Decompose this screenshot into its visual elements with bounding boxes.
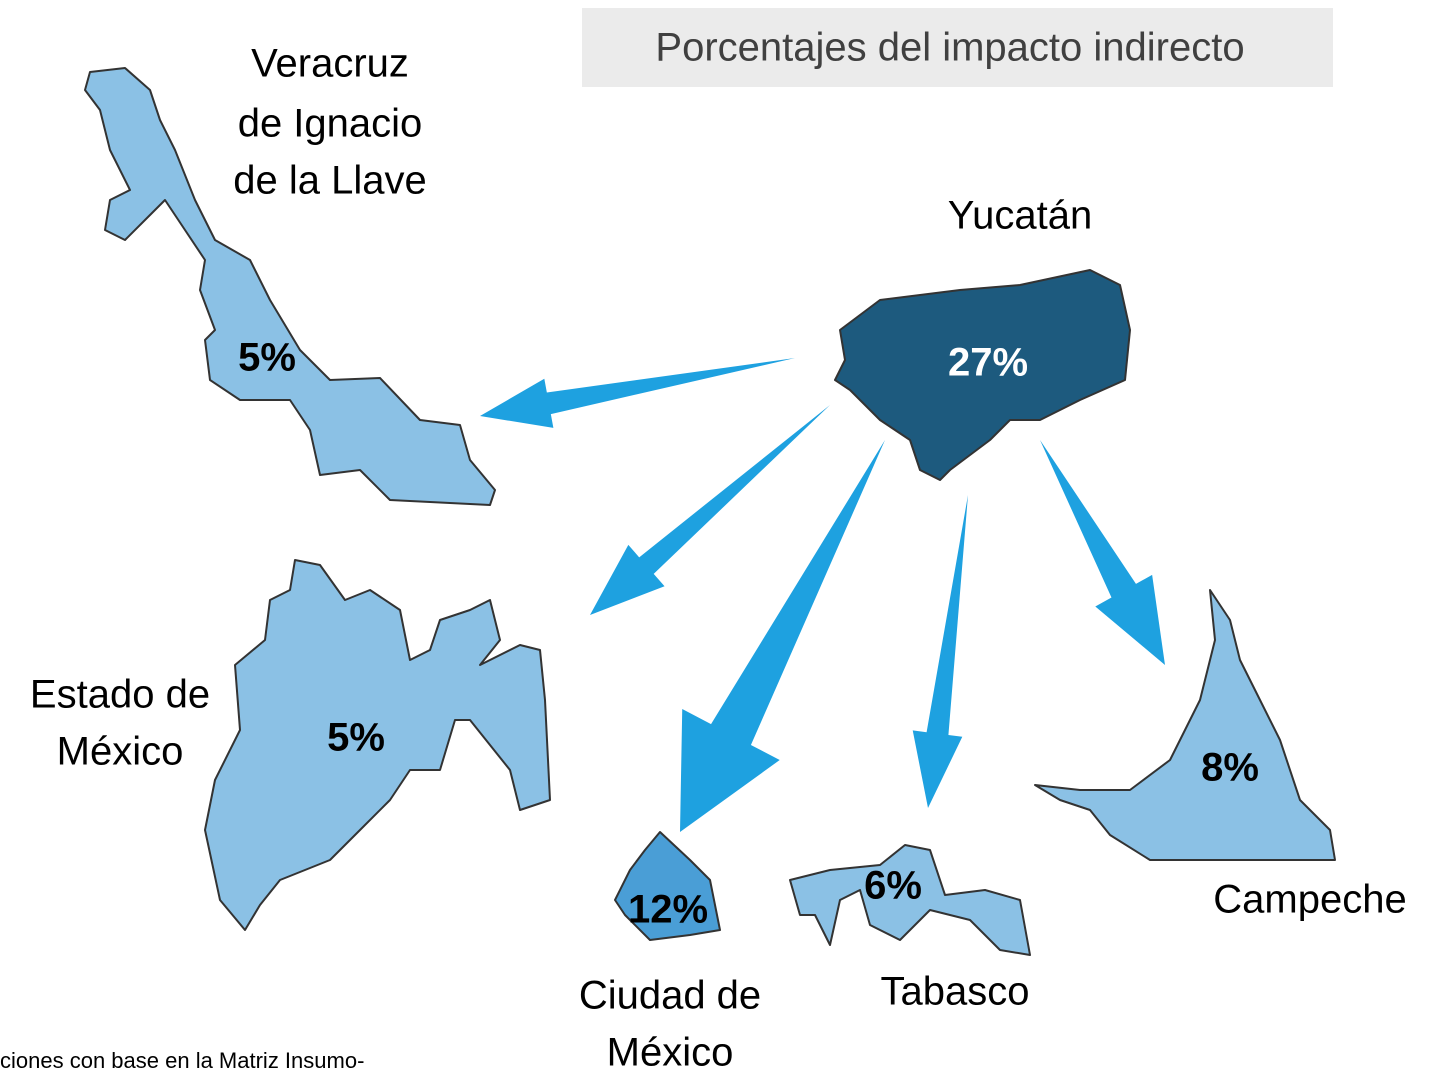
- state-name: Tabasco: [881, 970, 1030, 1014]
- state-name: México: [57, 730, 184, 774]
- state-yucatan: [834, 269, 1131, 481]
- title-box: [582, 8, 1333, 87]
- state-tabasco: [789, 844, 1031, 956]
- state-name: Estado de: [30, 673, 210, 717]
- state-percent: 6%: [864, 864, 922, 908]
- state-name: Ciudad de: [579, 974, 761, 1018]
- state-percent: 5%: [327, 716, 385, 760]
- state-name: Yucatán: [948, 194, 1093, 238]
- state-percent: 12%: [628, 888, 708, 932]
- state-percent: 5%: [238, 336, 296, 380]
- state-campeche: [1034, 589, 1336, 861]
- state-veracruz: [84, 67, 496, 506]
- state-edomex: [204, 559, 551, 931]
- state-name: Campeche: [1213, 878, 1406, 922]
- title: Porcentajes del impacto indirecto: [655, 26, 1244, 70]
- arrow: [1040, 440, 1165, 665]
- arrows: [480, 358, 1165, 832]
- state-name: México: [607, 1031, 734, 1075]
- state-percent: 27%: [948, 341, 1028, 385]
- state-name: de la Llave: [233, 159, 426, 203]
- arrow: [912, 495, 968, 808]
- state-name: de Ignacio: [238, 102, 423, 146]
- state-name: Veracruz: [251, 42, 409, 86]
- arrow: [590, 405, 830, 615]
- arrow: [480, 358, 795, 428]
- state-cdmx: [614, 831, 721, 941]
- footnote: ciones con base en la Matriz Insumo-: [0, 1048, 364, 1073]
- arrow: [680, 440, 885, 832]
- state-percent: 8%: [1201, 746, 1259, 790]
